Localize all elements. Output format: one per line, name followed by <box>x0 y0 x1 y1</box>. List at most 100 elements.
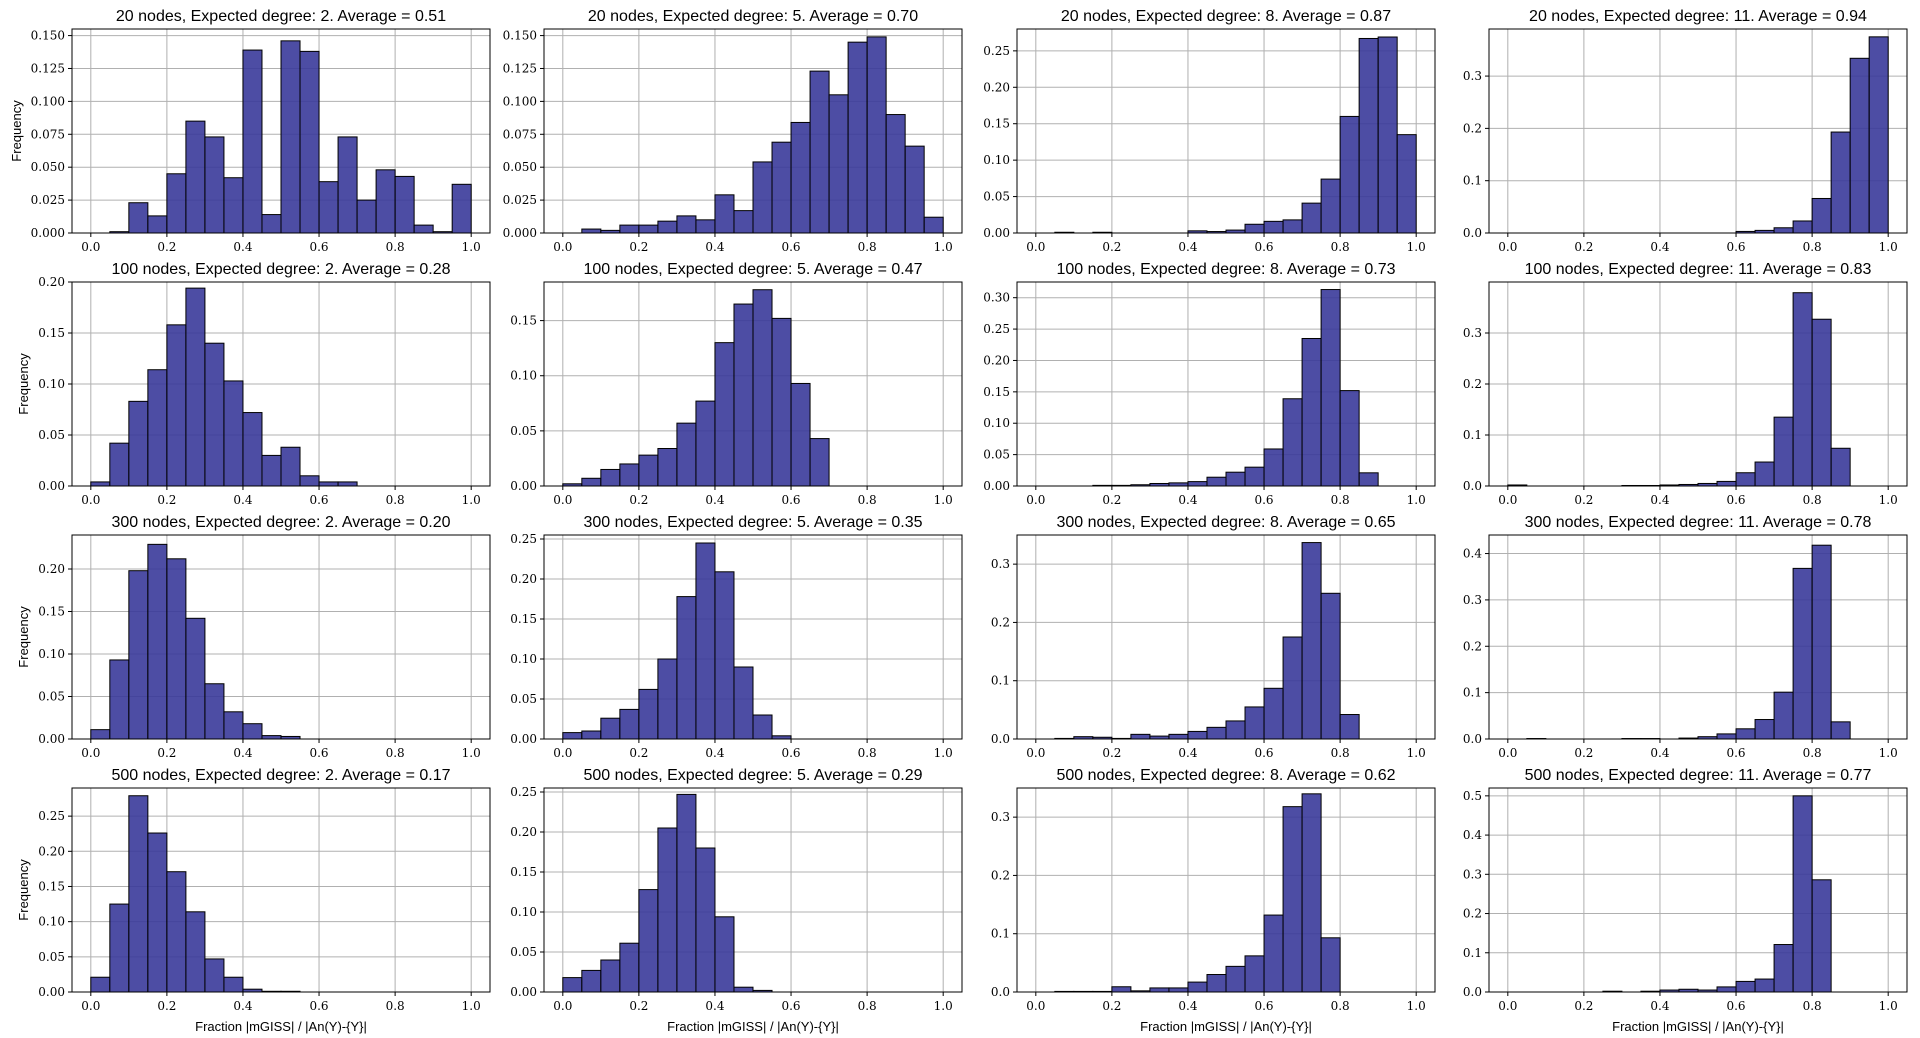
histogram-bar <box>185 911 206 993</box>
y-tick-label: 0.4 <box>1463 547 1482 561</box>
histogram-bar <box>90 729 111 740</box>
histogram-bar <box>1735 472 1756 487</box>
y-tick-label: 0.00 <box>510 985 537 999</box>
chart-title: 300 nodes, Expected degree: 5. Average =… <box>583 514 922 531</box>
x-tick-label: 1.0 <box>934 493 953 507</box>
y-tick-label: 0.25 <box>38 809 65 823</box>
histogram-bar <box>581 477 602 487</box>
y-tick-label: 0.20 <box>983 80 1010 94</box>
x-tick-label: 0.4 <box>1178 999 1197 1013</box>
y-tick-label: 0.05 <box>983 448 1010 462</box>
y-tick-label: 0.00 <box>38 732 65 746</box>
histogram-bar <box>280 446 301 487</box>
x-tick-label: 1.0 <box>934 999 953 1013</box>
histogram-bar <box>1244 223 1265 234</box>
y-tick-label: 0.3 <box>1463 867 1482 881</box>
y-tick-label: 0.00 <box>983 479 1010 493</box>
histogram-bar <box>451 183 472 234</box>
y-tick-label: 0.2 <box>1463 377 1482 391</box>
histogram-bar <box>1754 719 1775 740</box>
x-tick-label: 0.8 <box>858 493 877 507</box>
x-tick-label: 0.8 <box>1803 746 1822 760</box>
histogram-bar <box>299 50 320 234</box>
histogram-bar <box>600 959 621 993</box>
chart-title: 20 nodes, Expected degree: 5. Average = … <box>588 8 918 25</box>
x-tick-label: 0.6 <box>781 999 800 1013</box>
histogram-bar <box>1187 730 1208 740</box>
y-tick-label: 0.05 <box>510 424 537 438</box>
y-tick-label: 0.15 <box>510 314 537 328</box>
chart-title: 100 nodes, Expected degree: 11. Average … <box>1525 261 1872 278</box>
y-tick-label: 0.5 <box>1463 789 1482 803</box>
histogram-bar <box>1282 636 1303 740</box>
histogram-bar <box>128 795 149 993</box>
histogram-bar <box>695 542 716 740</box>
x-tick-label: 0.2 <box>157 493 176 507</box>
histogram-bar <box>1168 733 1189 740</box>
chart-title: 300 nodes, Expected degree: 11. Average … <box>1525 514 1872 531</box>
y-tick-label: 0.15 <box>510 612 537 626</box>
histogram-bar <box>242 723 263 740</box>
y-tick-label: 0.00 <box>38 985 65 999</box>
histogram-bar <box>299 475 320 487</box>
histogram-bar <box>413 224 434 234</box>
chart-title: 500 nodes, Expected degree: 8. Average =… <box>1056 767 1395 784</box>
histogram-bar <box>562 977 583 993</box>
histogram-bar <box>1792 795 1813 993</box>
histogram-bar <box>185 120 206 234</box>
histogram-bar <box>1811 544 1832 740</box>
plot-frame <box>71 787 491 993</box>
histogram-bar <box>657 220 678 234</box>
x-tick-label: 0.8 <box>386 240 405 254</box>
histogram-bar <box>356 199 377 234</box>
x-tick-label: 1.0 <box>462 999 481 1013</box>
histogram-bar <box>695 847 716 993</box>
x-tick-label: 0.6 <box>781 746 800 760</box>
histogram-bar <box>809 70 830 234</box>
histogram-bar <box>771 141 792 234</box>
histogram-bar <box>600 717 621 740</box>
histogram-bar <box>1358 37 1379 234</box>
histogram-bar <box>166 173 187 234</box>
histogram-bar <box>790 382 811 487</box>
chart-title: 500 nodes, Expected degree: 11. Average … <box>1525 767 1872 784</box>
histogram-bar <box>752 714 773 740</box>
x-tick-label: 0.8 <box>858 240 877 254</box>
x-tick-label: 0.0 <box>553 493 572 507</box>
histogram-bar <box>1225 965 1246 993</box>
x-tick-label: 0.0 <box>81 746 100 760</box>
chart-title: 500 nodes, Expected degree: 5. Average =… <box>583 767 922 784</box>
histogram-bar <box>1282 398 1303 487</box>
x-tick-label: 0.6 <box>1726 999 1745 1013</box>
chart-title: 500 nodes, Expected degree: 2. Average =… <box>111 767 450 784</box>
y-tick-label: 0.4 <box>1463 828 1482 842</box>
histogram-bar <box>223 976 244 993</box>
x-axis-label: Fraction |mGISS| / |An(Y)-{Y}| <box>195 1019 367 1034</box>
x-tick-label: 1.0 <box>1879 240 1898 254</box>
histogram-bar <box>1830 721 1851 740</box>
histogram-bar <box>1716 986 1737 993</box>
plot-frame <box>543 281 963 487</box>
histogram-bar <box>657 448 678 487</box>
x-tick-label: 1.0 <box>462 746 481 760</box>
histogram-bar <box>1168 987 1189 993</box>
x-tick-label: 0.8 <box>1803 999 1822 1013</box>
y-tick-label: 0.2 <box>1463 639 1482 653</box>
histogram-bar <box>638 454 659 487</box>
y-tick-label: 0.0 <box>1463 732 1482 746</box>
chart-title: 300 nodes, Expected degree: 2. Average =… <box>111 514 450 531</box>
histogram-bar <box>600 468 621 487</box>
x-tick-label: 0.4 <box>233 493 252 507</box>
histogram-bar <box>1396 134 1417 234</box>
histogram-bar <box>128 400 149 487</box>
histogram-panel: 0.0 0.2 0.4 0.6 0.8 1.0 0.00 0.05 0.10 0.15 0.20 30… <box>16 514 491 760</box>
x-tick-label: 0.4 <box>705 493 724 507</box>
y-axis-label: Frequency <box>16 859 31 921</box>
y-tick-label: 0.15 <box>38 879 65 893</box>
histogram-bar <box>1735 980 1756 993</box>
histogram-bar <box>1130 733 1151 740</box>
y-tick-label: 0.25 <box>510 785 537 799</box>
x-tick-label: 0.2 <box>629 240 648 254</box>
x-tick-label: 0.4 <box>1178 240 1197 254</box>
y-tick-label: 0.100 <box>31 94 65 108</box>
